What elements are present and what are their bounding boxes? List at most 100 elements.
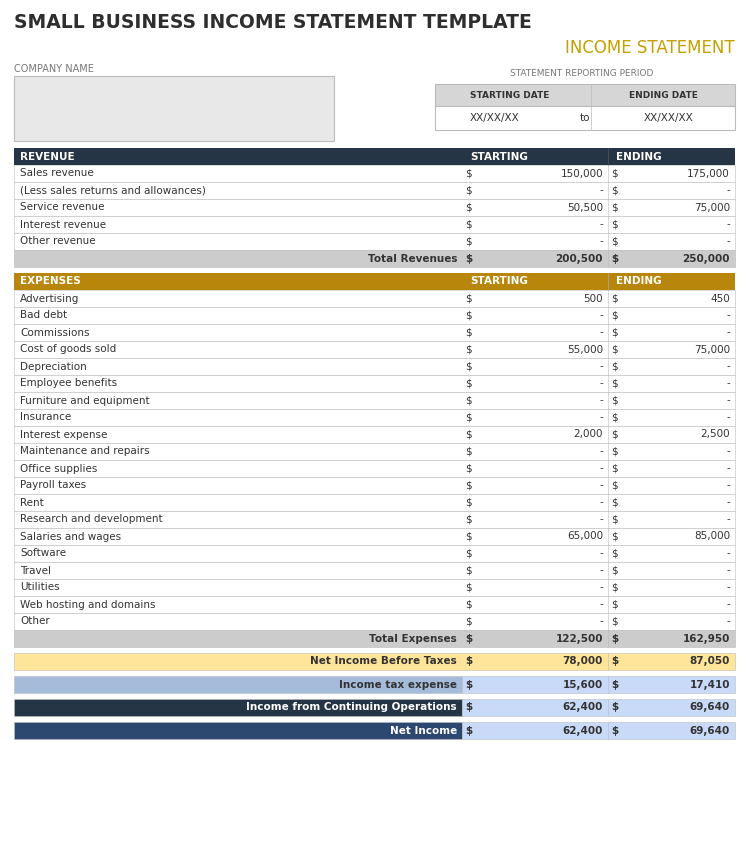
Bar (462, 722, 735, 739)
Text: $: $ (465, 548, 472, 559)
Text: $: $ (611, 185, 618, 195)
Text: -: - (727, 379, 730, 388)
Text: 162,950: 162,950 (682, 634, 730, 643)
Bar (14, 722, 462, 739)
Text: $: $ (611, 548, 618, 559)
Text: $: $ (465, 237, 472, 246)
Text: Net Income Before Taxes: Net Income Before Taxes (310, 656, 457, 666)
Text: -: - (727, 583, 730, 592)
Text: 55,000: 55,000 (567, 344, 603, 355)
Text: $: $ (465, 169, 472, 178)
Text: -: - (599, 583, 603, 592)
Bar (435, 84, 735, 106)
Text: $: $ (611, 656, 618, 666)
Text: Advertising: Advertising (20, 294, 79, 303)
Text: $: $ (465, 656, 473, 666)
Text: -: - (727, 498, 730, 507)
Text: 17,410: 17,410 (690, 679, 730, 690)
Bar (462, 699, 735, 716)
Text: $: $ (611, 515, 618, 524)
Text: $: $ (465, 311, 472, 320)
Text: -: - (599, 237, 603, 246)
Text: 85,000: 85,000 (694, 531, 730, 542)
Text: 200,500: 200,500 (556, 253, 603, 263)
Text: $: $ (611, 395, 618, 406)
Bar (14, 579, 735, 596)
Text: $: $ (465, 327, 472, 338)
Text: $: $ (465, 531, 472, 542)
Bar (14, 375, 735, 392)
Bar (14, 233, 735, 250)
Text: ENDING DATE: ENDING DATE (628, 90, 697, 100)
Text: Office supplies: Office supplies (20, 463, 97, 474)
Bar (14, 676, 462, 693)
Text: $: $ (465, 599, 472, 610)
Bar (14, 511, 735, 528)
Bar (435, 106, 735, 130)
Text: Bad debt: Bad debt (20, 311, 67, 320)
Bar (14, 358, 735, 375)
Text: -: - (727, 395, 730, 406)
Bar (14, 392, 735, 409)
Text: -: - (599, 480, 603, 491)
Text: 500: 500 (583, 294, 603, 303)
Text: Depreciation: Depreciation (20, 362, 87, 371)
Text: Other: Other (20, 616, 49, 627)
Text: -: - (727, 515, 730, 524)
Bar (14, 426, 735, 443)
Text: XX/XX/XX: XX/XX/XX (644, 113, 694, 123)
Text: -: - (727, 412, 730, 423)
Text: -: - (599, 327, 603, 338)
Bar (14, 216, 735, 233)
Text: EXPENSES: EXPENSES (20, 276, 81, 287)
Text: -: - (727, 616, 730, 627)
Text: $: $ (611, 220, 618, 230)
Text: STARTING: STARTING (470, 152, 528, 162)
Text: Commissions: Commissions (20, 327, 89, 338)
Text: 78,000: 78,000 (562, 656, 603, 666)
Text: $: $ (611, 531, 618, 542)
Text: $: $ (465, 726, 473, 735)
Text: COMPANY NAME: COMPANY NAME (14, 64, 94, 74)
Text: $: $ (611, 634, 618, 643)
Text: 75,000: 75,000 (694, 202, 730, 213)
Text: Service revenue: Service revenue (20, 202, 105, 213)
Text: $: $ (611, 599, 618, 610)
Bar (14, 165, 735, 182)
Text: 50,500: 50,500 (567, 202, 603, 213)
Bar (14, 76, 334, 141)
Text: $: $ (465, 202, 472, 213)
Text: $: $ (465, 463, 472, 474)
Text: 15,600: 15,600 (562, 679, 603, 690)
Text: Research and development: Research and development (20, 515, 163, 524)
Text: Maintenance and repairs: Maintenance and repairs (20, 447, 150, 456)
Text: $: $ (611, 379, 618, 388)
Text: $: $ (611, 726, 618, 735)
Text: $: $ (465, 430, 472, 439)
Text: Cost of goods sold: Cost of goods sold (20, 344, 116, 355)
Text: Employee benefits: Employee benefits (20, 379, 117, 388)
Text: to: to (580, 113, 590, 123)
Bar (14, 613, 735, 630)
Text: STATEMENT REPORTING PERIOD: STATEMENT REPORTING PERIOD (510, 69, 654, 77)
Text: $: $ (465, 220, 472, 230)
Text: 75,000: 75,000 (694, 344, 730, 355)
Text: 62,400: 62,400 (562, 703, 603, 713)
Text: -: - (599, 311, 603, 320)
Text: -: - (727, 599, 730, 610)
Text: -: - (599, 548, 603, 559)
Text: $: $ (465, 515, 472, 524)
Text: $: $ (465, 447, 472, 456)
Text: $: $ (611, 616, 618, 627)
Text: $: $ (465, 395, 472, 406)
Text: -: - (599, 616, 603, 627)
Text: -: - (599, 412, 603, 423)
Text: -: - (599, 515, 603, 524)
Text: -: - (599, 498, 603, 507)
Text: $: $ (611, 463, 618, 474)
Text: Other revenue: Other revenue (20, 237, 96, 246)
Text: Furniture and equipment: Furniture and equipment (20, 395, 150, 406)
Bar (14, 182, 735, 199)
Bar (14, 477, 735, 494)
Text: Insurance: Insurance (20, 412, 71, 423)
